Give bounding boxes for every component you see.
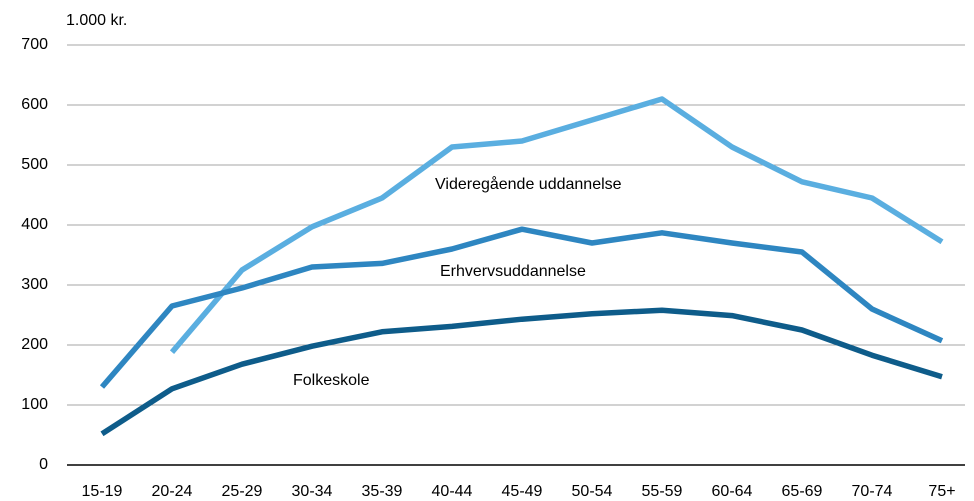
y-tick-label: 200 xyxy=(21,336,48,353)
series-line xyxy=(169,96,944,354)
y-tick-label: 700 xyxy=(21,36,48,53)
series-label: Folkeskole xyxy=(293,372,370,389)
series-line xyxy=(100,307,943,437)
x-tick-label: 45-49 xyxy=(502,483,543,500)
x-tick-label: 35-39 xyxy=(362,483,403,500)
series-label: Videregående uddannelse xyxy=(435,175,622,193)
y-tick-label: 0 xyxy=(39,456,48,473)
x-tick-label: 60-64 xyxy=(712,483,753,500)
y-tick-label: 500 xyxy=(21,156,48,173)
series-label: Erhvervsuddannelse xyxy=(440,263,586,280)
y-tick-label: 400 xyxy=(21,216,48,233)
y-tick-label: 300 xyxy=(21,276,48,293)
x-tick-label: 15-19 xyxy=(82,483,123,500)
x-tick-label: 50-54 xyxy=(572,483,613,500)
y-axis-label: 1.000 kr. xyxy=(66,12,127,29)
y-tick-label: 100 xyxy=(21,396,48,413)
series-line xyxy=(99,226,944,389)
x-tick-label: 65-69 xyxy=(782,483,823,500)
x-tick-label: 55-59 xyxy=(642,483,683,500)
x-tick-label: 20-24 xyxy=(152,483,193,500)
x-tick-label: 40-44 xyxy=(432,483,473,500)
x-tick-label: 70-74 xyxy=(852,483,893,500)
x-tick-label: 75+ xyxy=(928,483,955,500)
y-tick-label: 600 xyxy=(21,96,48,113)
x-tick-label: 30-34 xyxy=(292,483,333,500)
x-tick-label: 25-29 xyxy=(222,483,263,500)
